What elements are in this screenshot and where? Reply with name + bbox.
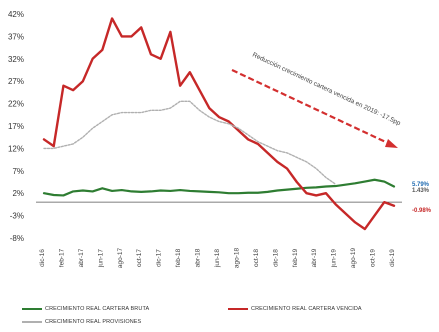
y-tick-label: 2% <box>12 189 24 198</box>
x-tick-label: dic-16 <box>39 249 46 267</box>
x-tick-label: dic-18 <box>272 249 279 267</box>
x-tick-label: oct-18 <box>253 249 260 267</box>
x-tick-label: feb-18 <box>175 248 182 267</box>
y-tick-label: 32% <box>8 55 24 64</box>
x-tick-label: oct-17 <box>136 249 143 267</box>
series-layer <box>42 17 396 231</box>
y-tick-label: 27% <box>8 77 24 86</box>
x-tick-label: jun-19 <box>331 249 338 268</box>
x-axis: dic-16 feb-17 abr-17 jun-17 ago-17 oct-17 dic-… <box>36 201 402 269</box>
x-tick-label: ago-18 <box>233 248 240 269</box>
x-tick-label: feb-19 <box>292 248 299 267</box>
x-tick-label: ago-19 <box>350 248 357 269</box>
y-tick-label: 22% <box>8 100 24 109</box>
end-label: 5.79% <box>412 182 430 188</box>
annotation-arrowhead <box>385 139 398 148</box>
y-tick-label: 12% <box>8 144 24 153</box>
y-tick-label: 17% <box>8 122 24 131</box>
x-tick-label: ago-17 <box>117 248 124 269</box>
annotation-arrow <box>231 69 393 146</box>
x-tick-label: abr-18 <box>195 248 202 267</box>
x-tick-label: feb-17 <box>58 248 65 267</box>
x-tick-label: abr-17 <box>78 248 85 267</box>
y-tick-label: 37% <box>8 32 24 41</box>
x-tick-label: jun-18 <box>214 249 221 268</box>
x-tick-label: oct-19 <box>370 249 377 267</box>
y-tick-label: -8% <box>10 234 24 243</box>
end-labels: 5.79%1.43% -0.98% <box>412 182 432 214</box>
x-tick-label: dic-17 <box>156 249 163 267</box>
series-line-3 <box>43 100 337 185</box>
annotation-layer: Reducción crecimiento cartera vencida en… <box>231 51 402 148</box>
x-tick-label: jun-17 <box>97 249 104 268</box>
y-axis: 42% 37% 32% 27% 22% 17% 12% 7% 2% -3% -8% <box>8 10 24 243</box>
y-tick-label: 7% <box>12 167 24 176</box>
y-tick-label: -3% <box>10 212 24 221</box>
y-tick-label: 42% <box>8 10 24 19</box>
x-tick-label: abr-19 <box>311 248 318 267</box>
end-label: -0.98% <box>412 208 432 214</box>
end-label: 1.43% <box>412 188 430 194</box>
series-line-2 <box>42 17 396 231</box>
series-line-1 <box>42 178 396 197</box>
x-tick-label: dic-19 <box>389 249 396 267</box>
